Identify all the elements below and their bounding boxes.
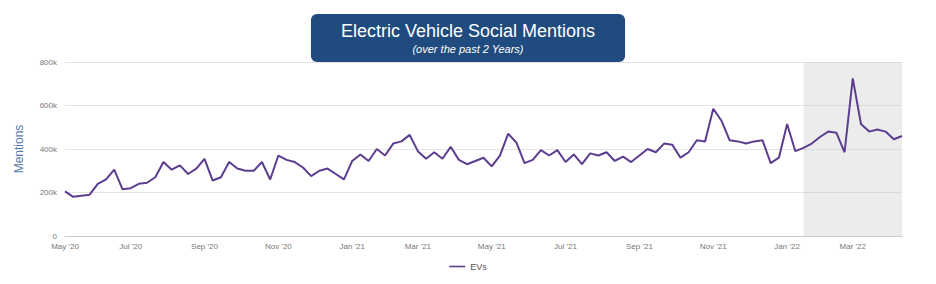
svg-text:May '20: May '20 xyxy=(51,242,79,251)
svg-text:800k: 800k xyxy=(40,58,58,67)
svg-text:Sep '20: Sep '20 xyxy=(191,242,218,251)
svg-text:Jul '20: Jul '20 xyxy=(119,242,142,251)
svg-text:Jan '22: Jan '22 xyxy=(774,242,800,251)
svg-text:Nov '21: Nov '21 xyxy=(700,242,727,251)
svg-text:600k: 600k xyxy=(40,101,58,110)
svg-text:Sep '21: Sep '21 xyxy=(626,242,653,251)
svg-text:Jul '21: Jul '21 xyxy=(554,242,577,251)
svg-text:(over the past 2 Years): (over the past 2 Years) xyxy=(412,43,523,55)
svg-text:Mar '22: Mar '22 xyxy=(840,242,867,251)
svg-text:Mentions: Mentions xyxy=(12,125,26,174)
svg-text:Nov '20: Nov '20 xyxy=(265,242,292,251)
svg-text:Mar '21: Mar '21 xyxy=(405,242,432,251)
svg-text:0: 0 xyxy=(53,232,58,241)
svg-text:200k: 200k xyxy=(40,188,58,197)
svg-text:Jan '21: Jan '21 xyxy=(339,242,365,251)
svg-text:400k: 400k xyxy=(40,145,58,154)
svg-text:Electric Vehicle Social Mentio: Electric Vehicle Social Mentions xyxy=(341,21,595,41)
svg-text:May '21: May '21 xyxy=(478,242,506,251)
svg-text:EVs: EVs xyxy=(470,262,487,272)
